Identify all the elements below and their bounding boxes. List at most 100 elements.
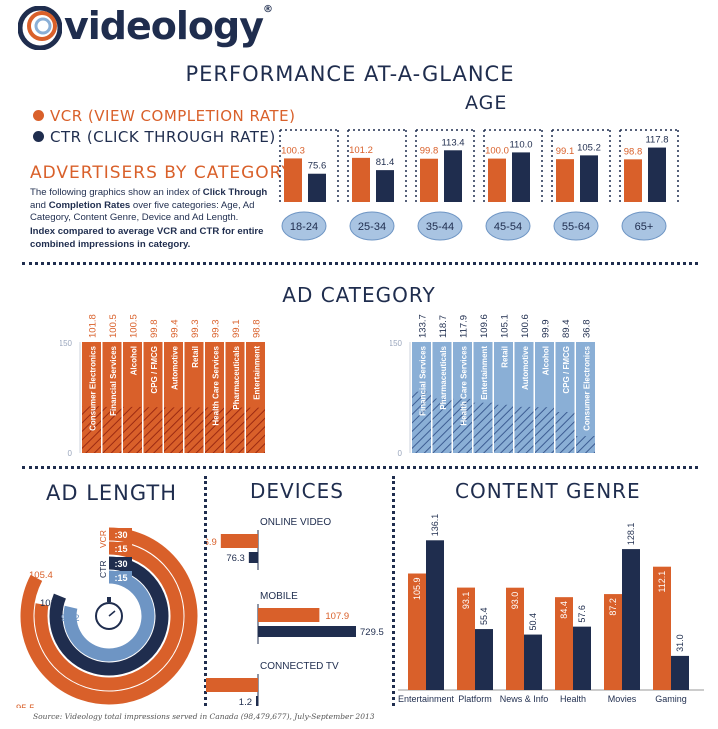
age-label-bubble [621, 211, 667, 241]
brand-name: videology® [64, 4, 273, 48]
genre-value-ctr: 55.4 [479, 608, 489, 626]
adcat-category-label: Pharmaceuticals [439, 345, 448, 409]
adcat-category-label: Consumer Electronics [88, 345, 97, 430]
adlength-value: 105.4 [29, 570, 53, 581]
adcat-bar-value [82, 406, 101, 453]
adcat-axis-min: 0 [68, 449, 73, 458]
adcat-bar-value [225, 407, 245, 453]
adlength-length-label: :30 [114, 559, 127, 569]
adlength-ring [20, 527, 198, 705]
adcat-bar-value [514, 406, 534, 453]
adlength-tag-bg [110, 528, 132, 540]
age-value-ctr: 110.0 [509, 139, 532, 150]
adcat-value-label: 89.4 [561, 320, 572, 339]
genre-value-vcr: 93.1 [461, 592, 471, 610]
age-label-bubble [485, 211, 531, 241]
genre-title: CONTENT GENRE [455, 479, 641, 503]
adcat-value-label: 99.4 [169, 320, 180, 339]
adlength-ring [34, 541, 184, 691]
age-category-label: 65+ [635, 221, 654, 233]
adcat-category-label: Retail [500, 346, 509, 368]
adcat-bar-value [143, 407, 163, 453]
age-value-ctr: 105.2 [577, 142, 601, 153]
advertisers-intro: The following graphics show an index of … [30, 187, 268, 223]
adcat-bar-value [494, 404, 513, 453]
adcat-value-label: 101.8 [87, 314, 98, 338]
genre-chart: 105.9 136.1 Entertainment 93.1 55.4 Platform 9… [398, 514, 704, 704]
page-title: PERFORMANCE AT-A-GLANCE [185, 62, 515, 86]
adlength-ring [63, 570, 155, 662]
adlength-length-label: :30 [114, 530, 127, 540]
adcat-category-label: Pharmaceuticals [232, 345, 241, 409]
genre-value-ctr: 50.4 [528, 613, 538, 631]
divider-v1 [204, 476, 207, 706]
devices-category-label: MOBILE [260, 591, 298, 602]
devices-bar-ctr [248, 552, 258, 563]
adlength-title: AD LENGTH [46, 481, 178, 505]
genre-bar-ctr [671, 655, 689, 690]
adcat-value-label: 99.1 [231, 320, 242, 339]
age-bar-vcr [284, 158, 302, 202]
genre-category-label: Movies [608, 694, 637, 704]
adcat-vcr-chart: 150 0 101.8 Consumer Electronics 100.5 Financ… [60, 314, 265, 458]
adcat-category-label: CPG / FMCG [562, 346, 571, 394]
age-value-vcr: 100.3 [281, 145, 305, 156]
genre-value-ctr: 128.1 [626, 523, 636, 546]
adcat-value-label: 100.5 [108, 314, 119, 338]
adcat-category-label: Consumer Electronics [582, 345, 591, 430]
stopwatch-hand [108, 610, 116, 617]
genre-bar-vcr [457, 587, 475, 690]
age-category-label: 45-54 [494, 221, 522, 233]
devices-category-label: CONNECTED TV [260, 661, 339, 672]
adcat-bar-value [453, 398, 472, 453]
genre-category-label: Health [560, 694, 586, 704]
adlength-tag-bg [110, 542, 132, 554]
adcat-category-label: Financial Services [418, 345, 427, 415]
age-bar-ctr [648, 147, 666, 202]
age-category-label: 35-44 [426, 221, 454, 233]
adcat-bar-value [123, 406, 142, 453]
adcat-category-label: Automotive [521, 345, 530, 390]
adlength-ring [49, 556, 169, 676]
legend-vcr-dot [33, 110, 44, 121]
devices-bar-ctr [258, 626, 356, 637]
genre-category-label: Gaming [655, 694, 687, 704]
genre-bar-ctr [426, 540, 444, 690]
adcat-value-label: 99.8 [149, 320, 160, 339]
genre-bar-vcr [555, 597, 573, 690]
genre-category-label: News & Info [500, 694, 549, 704]
adcat-value-label: 100.5 [128, 314, 139, 338]
age-bar-vcr [488, 158, 506, 202]
age-value-ctr: 75.6 [308, 161, 327, 172]
genre-value-ctr: 31.0 [675, 634, 685, 652]
videology-logo-icon [18, 6, 62, 50]
adcat-bar-value [432, 398, 452, 453]
genre-value-vcr: 87.2 [608, 598, 618, 616]
devices-value-vcr: 96.9 [206, 537, 217, 548]
divider-1 [22, 262, 698, 265]
adcat-bar-value [205, 407, 224, 453]
age-value-vcr: 99.8 [420, 146, 439, 157]
adlength-length-label: :15 [114, 573, 127, 583]
age-value-vcr: 98.8 [624, 146, 643, 157]
adcat-category-label: Health Care Services [211, 345, 220, 425]
age-category-label: 25-34 [358, 221, 386, 233]
adlength-tag-bg [110, 557, 132, 569]
divider-v2 [392, 476, 395, 706]
stopwatch-icon [95, 602, 123, 630]
adcat-value-label: 109.6 [479, 314, 490, 338]
adcat-category-label: Alcohol [541, 346, 550, 375]
genre-value-vcr: 84.4 [559, 601, 569, 619]
adlength-tag-bg [110, 571, 132, 583]
genre-bar-vcr [408, 573, 426, 690]
age-bar-ctr [580, 155, 598, 202]
adcat-category-label: Entertainment [252, 346, 261, 400]
adcat-value-label: 99.3 [190, 320, 201, 339]
age-value-vcr: 101.2 [349, 145, 373, 156]
adlength-vcr-label: VCR [98, 530, 108, 548]
adcat-axis-max: 150 [390, 339, 403, 348]
adcat-category-label: Retail [191, 346, 200, 368]
adcat-category-label: Health Care Services [459, 345, 468, 425]
age-category-label: 55-64 [562, 221, 590, 233]
adcat-value-label: 36.8 [581, 320, 592, 339]
